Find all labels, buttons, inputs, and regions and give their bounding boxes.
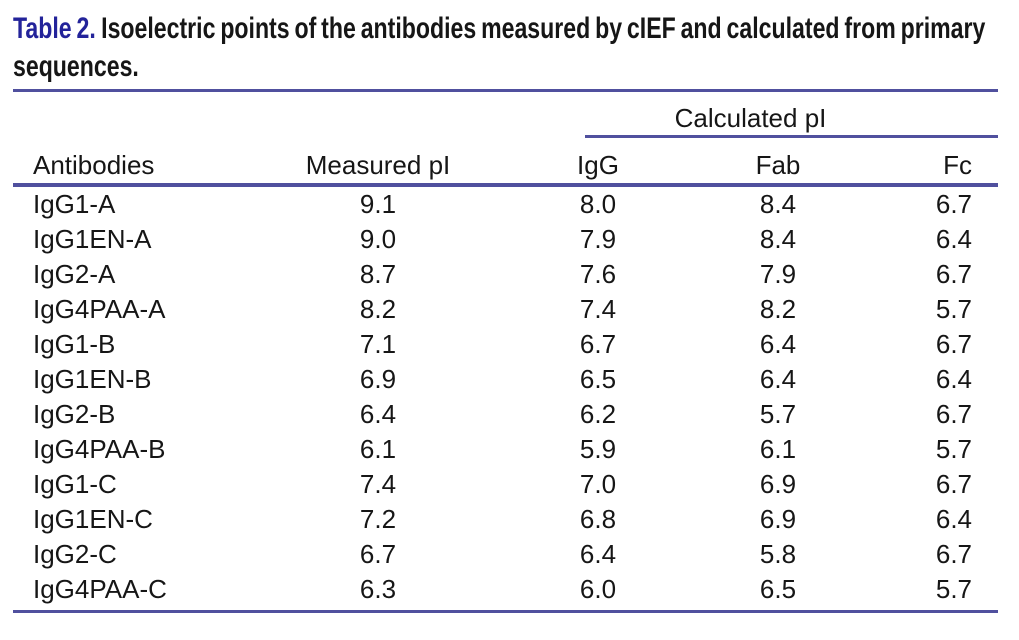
cell-fc: 6.7 xyxy=(935,329,973,359)
cell-igg: 6.8 xyxy=(579,504,617,534)
cell-antibody: IgG4PAA-B xyxy=(33,434,166,464)
spanner-row: Calculated pI xyxy=(13,92,999,138)
table-row: IgG2-B 6.4 6.2 5.7 6.7 xyxy=(13,397,998,432)
table-body: IgG1-A 9.1 8.0 8.4 6.7 IgG1EN-A 9.0 7.9 … xyxy=(13,185,998,607)
cell-igg: 6.2 xyxy=(579,399,617,429)
cell-measured-pi: 9.0 xyxy=(359,224,397,254)
cell-fc: 6.7 xyxy=(935,469,973,499)
table-caption: Table 2. Isoelectric points of the antibo… xyxy=(13,10,999,86)
cell-igg: 6.4 xyxy=(579,539,617,569)
header-row: Antibodies Measured pI IgG Fab Fc xyxy=(13,138,999,187)
cell-antibody: IgG1EN-A xyxy=(33,224,152,254)
cell-fc: 5.7 xyxy=(935,434,973,464)
cell-fc: 6.4 xyxy=(935,364,973,394)
cell-measured-pi: 6.3 xyxy=(359,574,397,604)
cell-measured-pi: 7.2 xyxy=(359,504,397,534)
cell-antibody: IgG4PAA-C xyxy=(33,574,167,604)
table-row: IgG4PAA-A 8.2 7.4 8.2 5.7 xyxy=(13,292,998,327)
cell-antibody: IgG2-C xyxy=(33,539,117,569)
cell-fab: 6.1 xyxy=(759,434,797,464)
cell-measured-pi: 7.4 xyxy=(359,469,397,499)
cell-fc: 6.7 xyxy=(935,259,973,289)
cell-igg: 6.0 xyxy=(579,574,617,604)
cell-measured-pi: 7.1 xyxy=(359,329,397,359)
cell-igg: 6.7 xyxy=(579,329,617,359)
column-header-antibodies: Antibodies xyxy=(13,138,253,187)
column-header-igg: IgG xyxy=(503,138,693,187)
cell-measured-pi: 9.1 xyxy=(359,189,397,219)
table-row: IgG1EN-A 9.0 7.9 8.4 6.4 xyxy=(13,222,998,257)
cell-fc: 6.7 xyxy=(935,399,973,429)
cell-igg: 8.0 xyxy=(579,189,617,219)
table-label: Table 2. xyxy=(13,12,96,45)
table-row: IgG4PAA-C 6.3 6.0 6.5 5.7 xyxy=(13,572,998,607)
column-header-fc: Fc xyxy=(863,138,999,187)
cell-fab: 8.4 xyxy=(759,189,797,219)
cell-antibody: IgG2-B xyxy=(33,399,116,429)
cell-igg: 5.9 xyxy=(579,434,617,464)
cell-fc: 6.7 xyxy=(935,539,973,569)
cell-fab: 5.7 xyxy=(759,399,797,429)
cell-fab: 6.4 xyxy=(759,329,797,359)
table-row: IgG4PAA-B 6.1 5.9 6.1 5.7 xyxy=(13,432,998,467)
table-row: IgG1EN-C 7.2 6.8 6.9 6.4 xyxy=(13,502,998,537)
cell-fab: 6.5 xyxy=(759,574,797,604)
cell-fab: 6.4 xyxy=(759,364,797,394)
cell-fc: 6.4 xyxy=(935,504,973,534)
cell-measured-pi: 8.2 xyxy=(359,294,397,324)
cell-antibody: IgG1-C xyxy=(33,469,117,499)
table-row: IgG1EN-B 6.9 6.5 6.4 6.4 xyxy=(13,362,998,397)
spanner-header: Calculated pI xyxy=(674,103,827,133)
cell-antibody: IgG4PAA-A xyxy=(33,294,166,324)
table-caption-text: Isoelectric points of the antibodies mea… xyxy=(13,12,986,83)
table-row: IgG1-C 7.4 7.0 6.9 6.7 xyxy=(13,467,998,502)
cell-measured-pi: 6.1 xyxy=(359,434,397,464)
cell-igg: 7.6 xyxy=(579,259,617,289)
table-row: IgG2-C 6.7 6.4 5.8 6.7 xyxy=(13,537,998,572)
cell-measured-pi: 6.7 xyxy=(359,539,397,569)
spanner-cell: Calculated pI xyxy=(503,92,999,138)
cell-antibody: IgG1EN-B xyxy=(33,364,152,394)
cell-igg: 6.5 xyxy=(579,364,617,394)
cell-igg: 7.4 xyxy=(579,294,617,324)
cell-fab: 6.9 xyxy=(759,504,797,534)
cell-antibody: IgG1-B xyxy=(33,329,116,359)
cell-fc: 5.7 xyxy=(935,574,973,604)
cell-igg: 7.0 xyxy=(579,469,617,499)
spanner-rule xyxy=(585,135,999,138)
cell-fc: 5.7 xyxy=(935,294,973,324)
cell-fab: 8.4 xyxy=(759,224,797,254)
cell-measured-pi: 8.7 xyxy=(359,259,397,289)
cell-antibody: IgG2-A xyxy=(33,259,116,289)
column-header-measured-pi: Measured pI xyxy=(253,138,503,187)
cell-igg: 7.9 xyxy=(579,224,617,254)
cell-measured-pi: 6.9 xyxy=(359,364,397,394)
top-rule xyxy=(13,89,998,92)
table-row: IgG2-A 8.7 7.6 7.9 6.7 xyxy=(13,257,998,292)
cell-fab: 8.2 xyxy=(759,294,797,324)
cell-measured-pi: 6.4 xyxy=(359,399,397,429)
table-row: IgG1-A 9.1 8.0 8.4 6.7 xyxy=(13,185,998,222)
cell-antibody: IgG1EN-C xyxy=(33,504,153,534)
spanner-spacer xyxy=(13,92,503,138)
column-header-fab: Fab xyxy=(693,138,863,187)
cell-fab: 6.9 xyxy=(759,469,797,499)
bottom-rule xyxy=(13,610,998,613)
cell-fab: 5.8 xyxy=(759,539,797,569)
cell-antibody: IgG1-A xyxy=(33,189,116,219)
cell-fc: 6.4 xyxy=(935,224,973,254)
table-row: IgG1-B 7.1 6.7 6.4 6.7 xyxy=(13,327,998,362)
data-table: Calculated pI Antibodies Measured pI IgG… xyxy=(13,92,999,607)
cell-fab: 7.9 xyxy=(759,259,797,289)
cell-fc: 6.7 xyxy=(935,189,973,219)
